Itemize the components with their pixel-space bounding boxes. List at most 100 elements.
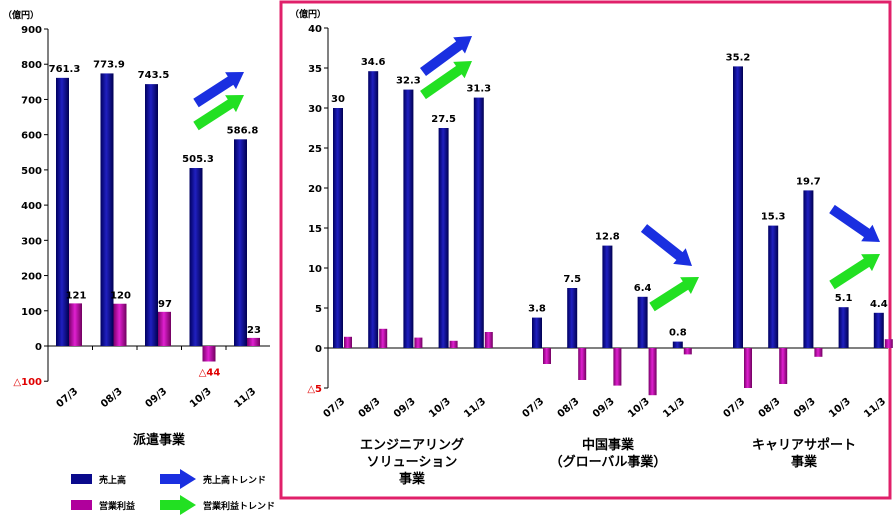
bar-sales — [438, 128, 449, 348]
x-tick-label: 09/3 — [143, 386, 169, 410]
y-tick-label: 300 — [21, 236, 42, 247]
y-tick-label: △100 — [13, 377, 42, 388]
x-tick-label: 10/3 — [188, 386, 214, 410]
y-tick-label: 25 — [308, 144, 322, 155]
data-label-sales: 19.7 — [796, 176, 821, 187]
x-tick-label: 07/3 — [321, 396, 347, 420]
data-label-profit: 23 — [247, 325, 261, 336]
sales-trend-arrow — [829, 204, 880, 242]
data-label-sales: 0.8 — [669, 328, 687, 339]
profit-trend-arrow — [193, 95, 244, 131]
bar-sales — [873, 312, 884, 348]
group-title-line: キャリアサポート — [752, 437, 856, 453]
data-label-profit: 120 — [110, 291, 131, 302]
y-tick-label: 0 — [315, 344, 322, 355]
y-tick-label: 900 — [21, 25, 42, 36]
y-tick-label: 40 — [308, 24, 322, 35]
legend-swatch-profit — [71, 500, 92, 510]
y-tick-label: △5 — [307, 384, 322, 395]
bar-profit — [414, 337, 423, 348]
bar-sales — [733, 66, 743, 349]
bar-sales — [100, 73, 114, 346]
x-tick-label: 09/3 — [392, 396, 418, 420]
data-label-sales: 35.2 — [726, 52, 751, 63]
chart-title: 派遣事業 — [133, 432, 186, 448]
bar-profit — [113, 303, 127, 346]
data-label-sales: 5.1 — [835, 293, 853, 304]
data-label-profit: 97 — [158, 299, 172, 310]
legend-arrow-sales-trend — [160, 469, 196, 489]
bar-profit — [158, 311, 171, 346]
x-tick-label: 10/3 — [427, 396, 453, 420]
data-label-sales: 7.5 — [563, 274, 581, 285]
group-title-line: ソリューション — [367, 455, 458, 470]
data-label-sales: 34.6 — [361, 57, 386, 68]
bar-sales — [234, 139, 247, 346]
data-label-profit: 121 — [66, 290, 87, 301]
bar-sales — [803, 190, 814, 348]
highlight-frame — [279, 0, 892, 500]
y-axis-unit: （億円） — [3, 9, 39, 21]
group-title-line: エンジニアリング — [360, 437, 464, 453]
data-label-sales: 30 — [331, 94, 345, 105]
bar-sales — [333, 108, 343, 348]
y-tick-label: 500 — [21, 166, 42, 177]
x-tick-label: 09/3 — [792, 396, 818, 420]
bar-profit — [613, 348, 622, 386]
bar-sales — [56, 77, 69, 347]
x-tick-label: 10/3 — [626, 396, 652, 420]
data-label-sales: 4.4 — [870, 299, 888, 310]
y-tick-label: 10 — [308, 264, 322, 275]
legend-label-profit: 営業利益 — [99, 500, 135, 512]
x-tick-label: 08/3 — [99, 386, 125, 410]
y-tick-label: 100 — [21, 307, 42, 318]
group-title-line: 事業 — [791, 454, 818, 470]
y-tick-label: 15 — [308, 224, 322, 235]
x-tick-label: 11/3 — [462, 396, 488, 420]
profit-trend-arrow — [420, 61, 472, 100]
x-tick-label: 07/3 — [721, 396, 747, 420]
data-label-sales: 761.3 — [49, 64, 81, 75]
data-label-sales: 31.3 — [466, 84, 491, 95]
legend-label-sales-trend: 売上高トレンド — [203, 474, 266, 486]
bar-profit — [202, 346, 216, 362]
y-tick-label: 800 — [21, 60, 42, 71]
bar-sales — [368, 71, 379, 348]
bar-sales — [838, 307, 849, 348]
y-tick-label: 200 — [21, 272, 42, 283]
bar-profit — [379, 328, 388, 348]
data-label-sales: 743.5 — [138, 70, 170, 81]
profit-trend-arrow — [829, 254, 880, 290]
data-label-sales: 586.8 — [227, 125, 259, 136]
y-tick-label: 20 — [308, 184, 322, 195]
x-tick-label: 10/3 — [827, 396, 853, 420]
x-tick-label: 11/3 — [232, 386, 258, 410]
x-tick-label: 08/3 — [556, 396, 582, 420]
data-label-sales: 15.3 — [761, 212, 786, 223]
data-label-profit: △44 — [199, 367, 221, 378]
bar-profit — [247, 337, 260, 346]
legend-arrow-profit-trend — [160, 495, 196, 515]
group-title-line: 中国事業 — [582, 437, 635, 453]
bar-sales — [768, 225, 779, 348]
data-label-sales: 773.9 — [93, 59, 125, 70]
bar-profit — [648, 348, 657, 396]
y-tick-label: 700 — [21, 95, 42, 106]
x-tick-label: 09/3 — [591, 396, 617, 420]
bar-sales — [602, 245, 613, 348]
bar-sales — [473, 97, 484, 348]
legend-label-profit-trend: 営業利益トレンド — [203, 500, 275, 512]
data-label-sales: 12.8 — [595, 232, 620, 243]
data-label-sales: 3.8 — [528, 304, 546, 315]
x-tick-label: 08/3 — [757, 396, 783, 420]
data-label-sales: 27.5 — [431, 114, 456, 125]
x-tick-label: 07/3 — [520, 396, 546, 420]
x-tick-label: 11/3 — [862, 396, 888, 420]
bar-sales — [403, 89, 414, 348]
bar-sales — [145, 84, 158, 347]
y-axis-unit: （億円） — [290, 8, 326, 20]
group-title-line: （グローバル事業） — [550, 454, 667, 470]
y-tick-label: 35 — [308, 64, 322, 75]
sales-trend-arrow — [193, 72, 244, 108]
